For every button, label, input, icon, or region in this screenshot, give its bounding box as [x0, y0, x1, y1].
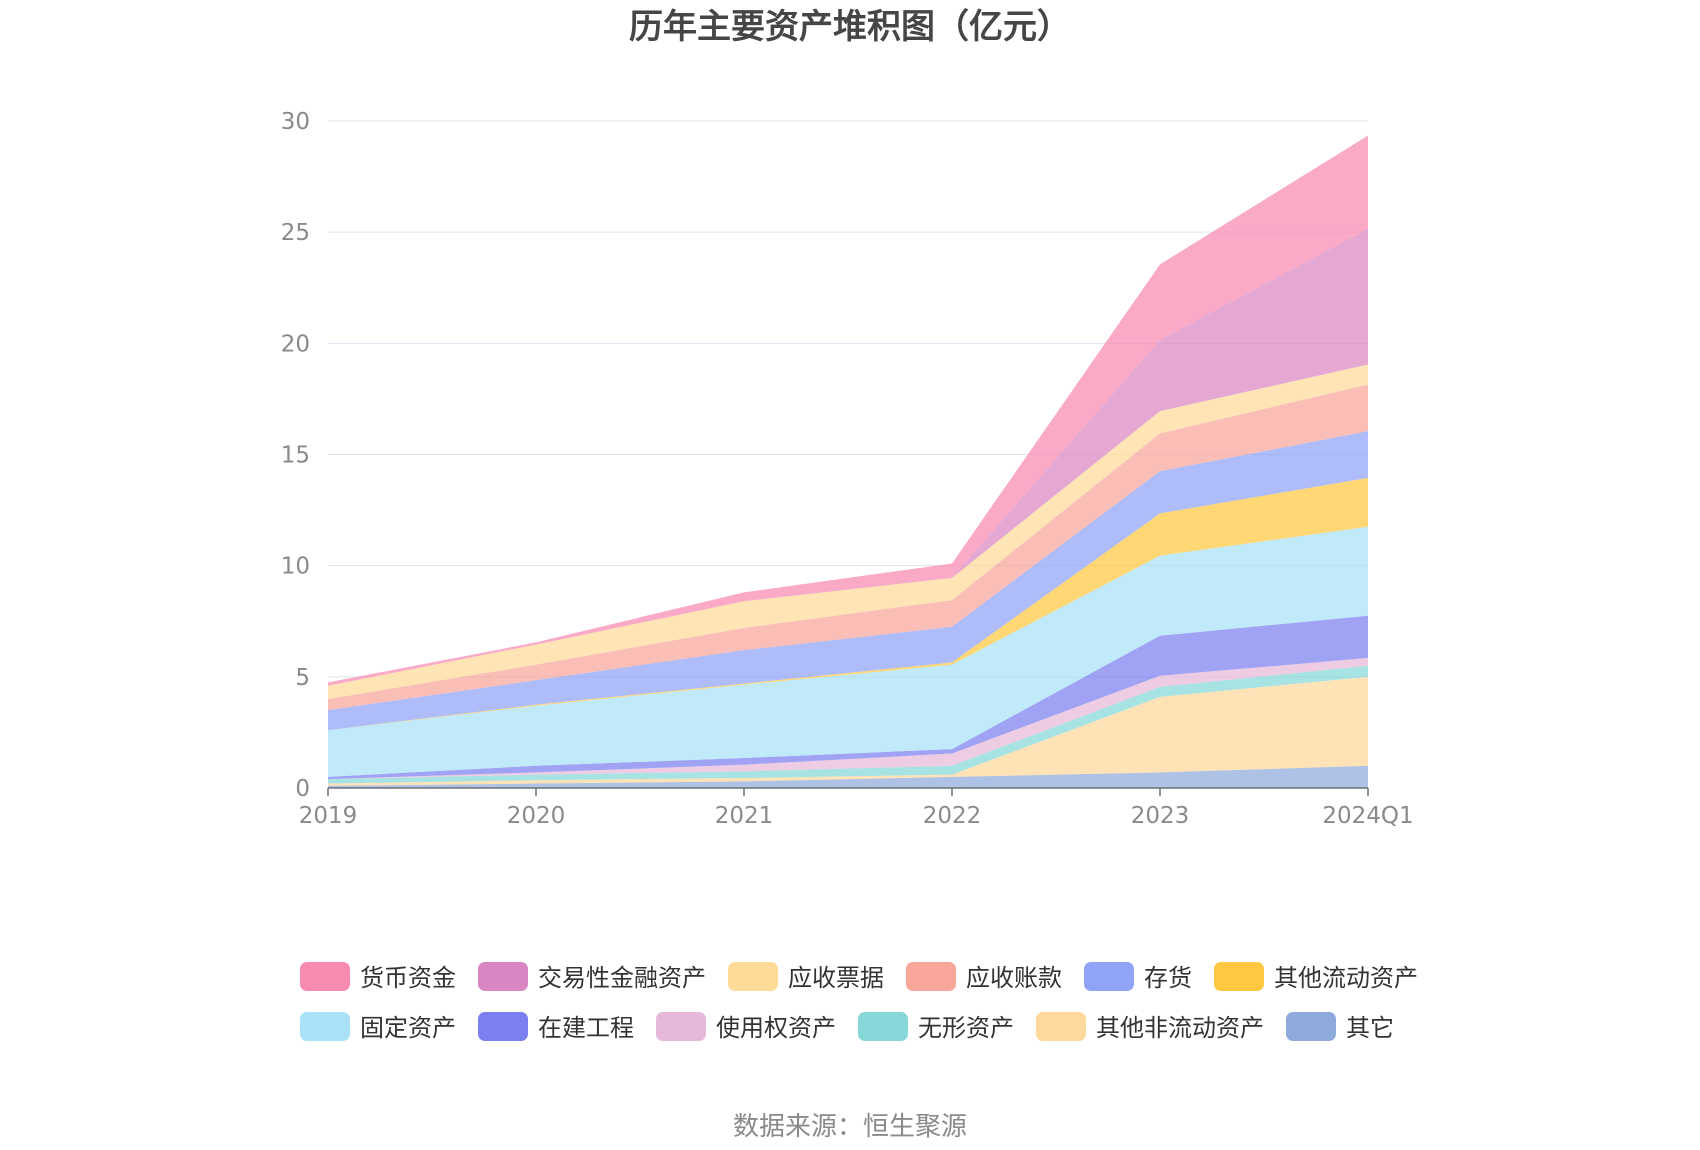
legend-swatch: [656, 1012, 706, 1041]
legend-swatch: [1286, 1012, 1336, 1041]
legend-item[interactable]: 其他非流动资产: [1036, 1012, 1264, 1042]
y-tick-label: 5: [295, 665, 310, 691]
area-series-8: [328, 384, 1368, 711]
y-tick-label: 10: [281, 554, 310, 580]
legend-item[interactable]: 其它: [1286, 1012, 1394, 1042]
y-tick-label: 30: [281, 109, 310, 135]
legend-item[interactable]: 无形资产: [858, 1012, 1014, 1042]
legend-item[interactable]: 应收账款: [906, 962, 1062, 992]
legend-label: 固定资产: [360, 1014, 456, 1042]
x-tick-label: 2023: [1131, 803, 1190, 829]
y-tick-label: 25: [281, 220, 310, 246]
area-series-3: [328, 657, 1368, 780]
legend-swatch: [1036, 1012, 1086, 1041]
x-tick-label: 2024Q1: [1322, 803, 1413, 829]
legend-label: 应收票据: [788, 964, 884, 992]
x-tick-label: 2020: [507, 803, 566, 829]
area-series-5: [328, 526, 1368, 777]
area-series-7: [328, 431, 1368, 731]
area-series-0: [328, 765, 1368, 788]
source-note: 数据来源：恒生聚源: [733, 1112, 967, 1142]
legend-item[interactable]: 使用权资产: [656, 1012, 836, 1042]
chart-title: 历年主要资产堆积图（亿元）: [629, 7, 1071, 47]
axes: 2019 2020 2021 2022 2023 2024Q1: [299, 787, 1414, 829]
legend-label: 其他流动资产: [1274, 964, 1418, 992]
legend-label: 其他非流动资产: [1096, 1014, 1264, 1042]
area-series-6: [328, 477, 1368, 731]
area-series-1: [328, 676, 1368, 786]
legend-label: 无形资产: [918, 1014, 1014, 1042]
legend-item[interactable]: 应收票据: [728, 962, 884, 992]
legend-label: 使用权资产: [716, 1014, 836, 1042]
legend-swatch: [300, 962, 350, 991]
legend-label: 应收账款: [966, 964, 1062, 992]
legend-label: 交易性金融资产: [538, 964, 706, 992]
legend-swatch: [300, 1012, 350, 1041]
legend-item[interactable]: 其他流动资产: [1214, 962, 1418, 992]
y-tick-label: 20: [281, 331, 310, 357]
area-series-2: [328, 665, 1368, 784]
legend-swatch: [1084, 962, 1134, 991]
legend-swatch: [906, 962, 956, 991]
legend-item[interactable]: 固定资产: [300, 1012, 456, 1042]
legend-label: 货币资金: [360, 964, 456, 992]
x-tick-label: 2022: [923, 803, 982, 829]
legend-swatch: [478, 1012, 528, 1041]
legend-swatch: [728, 962, 778, 991]
area-series-9: [328, 364, 1368, 700]
y-tick-label: 0: [295, 776, 310, 802]
legend-item[interactable]: 交易性金融资产: [478, 962, 706, 992]
area-layers: [328, 135, 1368, 788]
legend-swatch: [1214, 962, 1264, 991]
x-tick-label: 2019: [299, 803, 358, 829]
legend-label: 其它: [1346, 1014, 1394, 1042]
legend-swatch: [858, 1012, 908, 1041]
x-tick-label: 2021: [715, 803, 774, 829]
legend-item[interactable]: 在建工程: [478, 1012, 634, 1042]
legend-label: 在建工程: [538, 1014, 634, 1042]
legend-label: 存货: [1144, 964, 1192, 992]
y-tick-label: 15: [281, 443, 310, 469]
legend-item[interactable]: 存货: [1084, 962, 1192, 992]
legend-swatch: [478, 962, 528, 991]
area-series-4: [328, 615, 1368, 780]
legend-item[interactable]: 货币资金: [300, 962, 456, 992]
